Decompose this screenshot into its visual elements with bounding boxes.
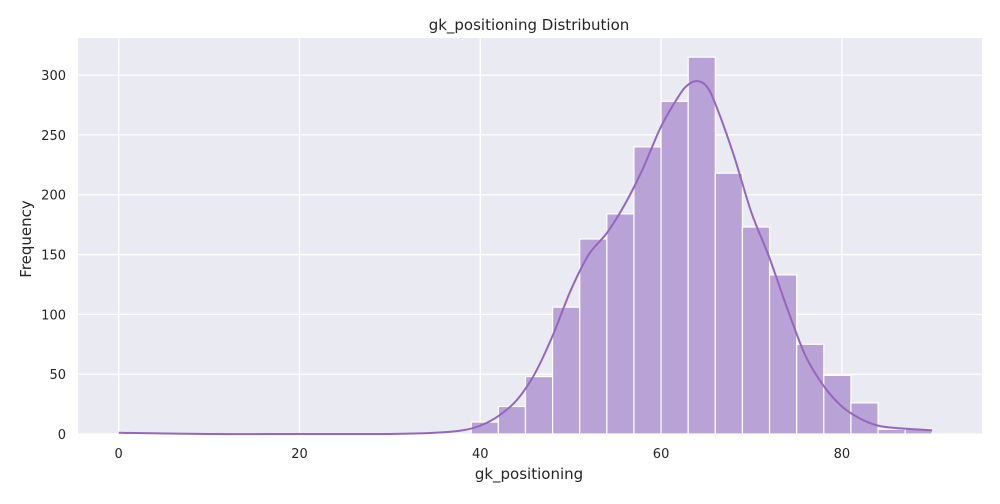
histogram-bar <box>660 100 689 435</box>
x-tick-label: 40 <box>472 447 489 462</box>
plot-background <box>78 38 982 434</box>
histogram-bar <box>741 226 771 435</box>
histogram-bar <box>633 146 662 435</box>
histogram-bars <box>118 56 933 435</box>
histogram-bar <box>606 213 635 435</box>
histogram-bar <box>524 375 554 435</box>
x-tick-label: 60 <box>653 447 670 462</box>
y-tick-label: 50 <box>49 368 66 383</box>
x-tick-label: 20 <box>291 447 308 462</box>
histogram-bar <box>850 402 879 435</box>
histogram-bar <box>579 238 608 435</box>
chart-title: gk_positioning Distribution <box>429 16 630 35</box>
y-tick-label: 250 <box>41 129 66 144</box>
x-axis-label: gk_positioning <box>475 465 583 484</box>
x-tick-label: 0 <box>115 447 123 462</box>
y-tick-label: 100 <box>41 308 66 323</box>
y-tick-label: 0 <box>58 428 66 443</box>
y-tick-label: 300 <box>41 69 66 84</box>
y-tick-label: 200 <box>41 189 66 204</box>
kde-curve-layer <box>118 80 933 436</box>
y-axis-label: Frequency <box>17 200 35 278</box>
kde-curve <box>118 80 933 436</box>
histogram-bar <box>687 56 716 435</box>
histogram-bar <box>497 405 527 435</box>
grid-lines <box>78 38 982 435</box>
histogram-bar <box>877 428 906 435</box>
histogram-bar <box>768 274 798 435</box>
tick-labels: 0 20 40 60 80 0 50 100 150 200 250 300 <box>41 69 850 462</box>
histogram-bar <box>823 374 852 435</box>
histogram-bar <box>796 343 825 435</box>
x-tick-label: 80 <box>834 447 851 462</box>
y-tick-label: 150 <box>41 249 66 264</box>
histogram-bar <box>714 172 744 435</box>
